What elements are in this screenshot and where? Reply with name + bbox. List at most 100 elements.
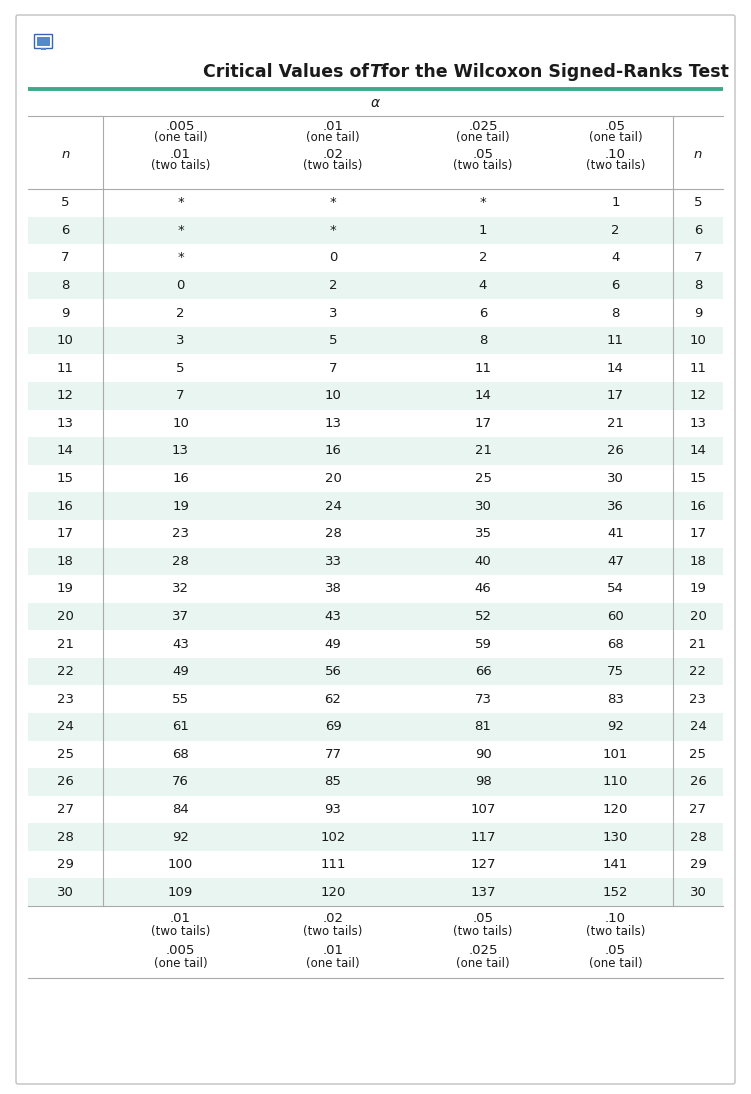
Text: 16: 16: [57, 500, 74, 513]
Text: 93: 93: [324, 803, 342, 816]
Text: 9: 9: [694, 306, 702, 319]
Text: 38: 38: [324, 582, 342, 595]
Text: .01: .01: [170, 148, 191, 161]
Bar: [28, 244, 723, 271]
Text: .05: .05: [605, 944, 626, 957]
Text: 23: 23: [689, 693, 707, 706]
Text: 69: 69: [324, 720, 342, 733]
Text: 10: 10: [689, 334, 707, 347]
Text: 2: 2: [478, 252, 487, 265]
Text: (two tails): (two tails): [586, 924, 645, 938]
Text: 6: 6: [694, 224, 702, 237]
Text: 11: 11: [689, 362, 707, 375]
Text: 102: 102: [321, 830, 345, 843]
Text: 19: 19: [689, 582, 707, 595]
Text: 40: 40: [475, 555, 491, 568]
Bar: [28, 824, 723, 851]
Text: (one tail): (one tail): [154, 131, 207, 144]
Bar: [28, 547, 723, 575]
Bar: [28, 603, 723, 630]
Text: 13: 13: [689, 417, 707, 430]
Text: 54: 54: [607, 582, 624, 595]
Text: 5: 5: [329, 334, 337, 347]
Text: 17: 17: [607, 389, 624, 403]
Text: 18: 18: [57, 555, 74, 568]
Text: (two tails): (two tails): [454, 160, 513, 173]
Text: 2: 2: [329, 279, 337, 292]
Text: (one tail): (one tail): [306, 131, 360, 144]
Text: 4: 4: [611, 252, 620, 265]
Text: 49: 49: [172, 665, 189, 678]
Text: 16: 16: [324, 444, 342, 457]
Text: (two tails): (two tails): [454, 924, 513, 938]
Text: .005: .005: [166, 119, 195, 132]
Text: .10: .10: [605, 148, 626, 161]
Text: .025: .025: [469, 119, 498, 132]
Text: 22: 22: [57, 665, 74, 678]
Text: 61: 61: [172, 720, 189, 733]
Text: 90: 90: [475, 748, 491, 760]
Text: 92: 92: [172, 830, 189, 843]
Text: 27: 27: [689, 803, 707, 816]
Text: 0: 0: [329, 252, 337, 265]
Text: 11: 11: [475, 362, 491, 375]
Text: 43: 43: [172, 638, 189, 651]
Text: 33: 33: [324, 555, 342, 568]
Text: 28: 28: [57, 830, 74, 843]
Text: 110: 110: [603, 776, 628, 789]
Bar: [28, 768, 723, 795]
Text: *: *: [330, 196, 336, 209]
Bar: [41, 48, 46, 50]
Text: 6: 6: [479, 306, 487, 319]
Text: 16: 16: [689, 500, 707, 513]
Text: 4: 4: [479, 279, 487, 292]
Text: (one tail): (one tail): [589, 956, 642, 969]
Bar: [28, 575, 723, 603]
Text: 152: 152: [603, 886, 629, 898]
Text: 127: 127: [470, 858, 496, 871]
Text: for the Wilcoxon Signed-Ranks Test: for the Wilcoxon Signed-Ranks Test: [375, 63, 729, 81]
Text: (one tail): (one tail): [589, 131, 642, 144]
Text: 21: 21: [607, 417, 624, 430]
Text: 11: 11: [607, 334, 624, 347]
Bar: [28, 271, 723, 300]
Text: 22: 22: [689, 665, 707, 678]
Text: *: *: [177, 224, 184, 237]
Text: n: n: [62, 148, 70, 161]
Text: 68: 68: [607, 638, 624, 651]
Bar: [28, 713, 723, 741]
Text: 109: 109: [168, 886, 193, 898]
Text: .05: .05: [472, 148, 493, 161]
Text: 10: 10: [324, 389, 342, 403]
Text: 49: 49: [324, 638, 342, 651]
Text: 29: 29: [689, 858, 707, 871]
Text: 14: 14: [57, 444, 74, 457]
Text: 2: 2: [611, 224, 620, 237]
Text: 52: 52: [475, 610, 491, 622]
Text: 25: 25: [689, 748, 707, 760]
Text: 20: 20: [57, 610, 74, 622]
Bar: [28, 465, 723, 492]
Text: 43: 43: [324, 610, 342, 622]
Text: 76: 76: [172, 776, 189, 789]
Text: 28: 28: [324, 527, 342, 540]
Bar: [28, 741, 723, 768]
Text: 14: 14: [689, 444, 707, 457]
Text: 13: 13: [172, 444, 189, 457]
Text: .05: .05: [472, 912, 493, 926]
Text: 3: 3: [329, 306, 337, 319]
Text: *: *: [330, 224, 336, 237]
Text: 17: 17: [689, 527, 707, 540]
Text: .01: .01: [322, 944, 343, 957]
Text: .01: .01: [322, 119, 343, 132]
Bar: [28, 438, 723, 465]
Bar: [28, 189, 723, 217]
FancyBboxPatch shape: [35, 35, 53, 48]
Text: 7: 7: [329, 362, 337, 375]
Bar: [28, 354, 723, 382]
Text: 17: 17: [57, 527, 74, 540]
Bar: [28, 409, 723, 438]
Text: 10: 10: [172, 417, 189, 430]
Text: 8: 8: [62, 279, 70, 292]
Text: T: T: [369, 63, 381, 81]
